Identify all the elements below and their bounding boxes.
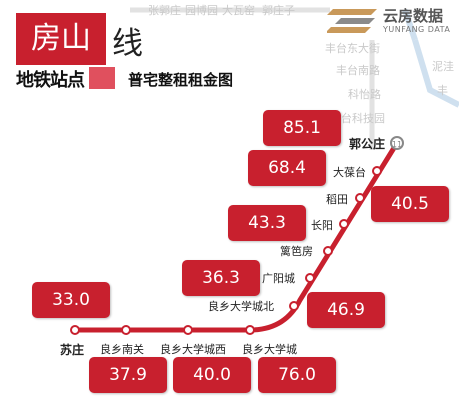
price-changyang: 43.3: [228, 205, 306, 241]
price-suzhuang: 33.0: [32, 282, 110, 318]
subtitle-stations: 地铁站点: [16, 70, 85, 91]
bg-station-fengtaikejiyuan: 丰台科技园: [330, 112, 385, 125]
station-dot-liangxiangdaxuechengxi: [183, 325, 193, 335]
station-label-libafang: 篱笆房: [280, 245, 313, 258]
bg-station-niwa: 泥洼: [432, 60, 454, 73]
logo-name: 云房数据: [383, 7, 444, 25]
station-dot-daotian: [355, 193, 365, 203]
price-liangxiangdaxuechengbei: 46.9: [307, 292, 385, 328]
price-liangxiangdaxuecheng: 76.0: [258, 357, 336, 393]
station-label-liangxiangdaxuechengxi: 良乡大学城西: [160, 343, 226, 356]
price-liangxiangnanguan: 37.9: [89, 357, 167, 393]
line-name-suffix: 线: [112, 26, 143, 62]
subtitle-accent-block: [89, 67, 115, 89]
station-label-dabaotai: 大葆台: [333, 166, 366, 179]
bg-station-feng: 丰: [437, 84, 448, 97]
line-name-badge: 房山: [16, 13, 106, 65]
subtitle-rent-map: 普宅整租租金图: [128, 71, 234, 89]
station-label-changyang: 长阳: [311, 219, 333, 232]
station-dot-dabaotai: [372, 166, 382, 176]
station-dot-changyang: [339, 219, 349, 229]
price-dabaotai: 68.4: [248, 150, 326, 186]
bg-station-zhangguozhuang: 张郭庄: [148, 4, 181, 17]
station-dot-libafang: [323, 246, 333, 256]
station-label-liangxiangnanguan: 良乡南关: [100, 343, 144, 356]
station-label-liangxiangdaxuecheng: 良乡大学城: [242, 343, 297, 356]
station-dot-liangxiangdaxuecheng: [245, 325, 255, 335]
bg-station-keyilu: 科怡路: [348, 88, 381, 101]
logo-subtitle: YUNFANG DATA: [383, 25, 451, 34]
bg-station-fengtaidongdajie: 丰台东大街: [325, 42, 380, 55]
price-liangxiangdaxuechengxi: 40.0: [173, 357, 251, 393]
station-dot-liangxiangdaxuechengbei: [289, 301, 299, 311]
station-label-liangxiangdaxuechengbei: 良乡大学城北: [208, 300, 274, 313]
station-dot-liangxiangnanguan: [121, 325, 131, 335]
station-label-guogongzhuang: 郭公庄: [349, 137, 386, 151]
station-dot-guogongzhuang: [390, 136, 404, 150]
price-daotian: 40.5: [371, 186, 449, 222]
bg-station-guozhuangzi: 郭庄子: [262, 4, 295, 17]
station-dot-guangyangcheng: [305, 273, 315, 283]
bg-station-yuanboyuan: 园博园: [185, 4, 218, 17]
svg-text:11: 11: [392, 140, 402, 149]
station-label-daotian: 稻田: [326, 193, 348, 206]
station-label-guangyangcheng: 广阳城: [262, 272, 295, 285]
price-guogongzhuang: 85.1: [263, 110, 341, 146]
price-guangyangcheng: 36.3: [182, 260, 260, 296]
bg-station-fengtainanlu: 丰台南路: [336, 64, 380, 77]
station-label-suzhuang: 苏庄: [60, 343, 85, 357]
bg-station-dawayao: 大瓦窑: [222, 4, 255, 17]
yunfang-logo-icon: [327, 9, 377, 33]
station-dot-suzhuang: [70, 325, 80, 335]
